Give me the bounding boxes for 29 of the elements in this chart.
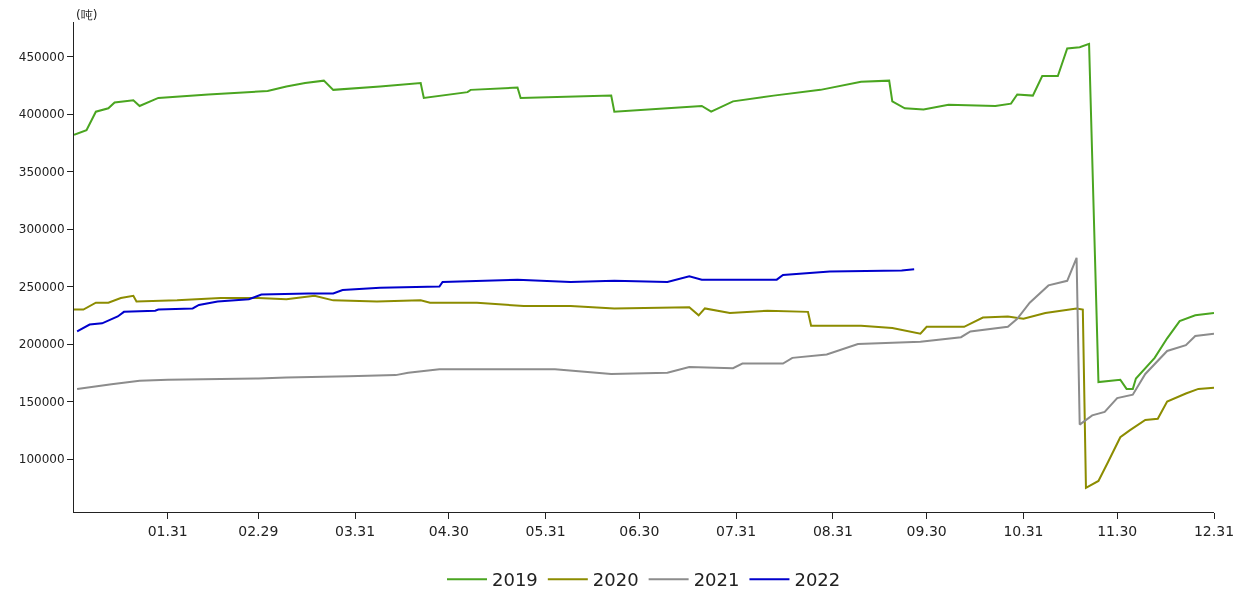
x-tick-label: 08.31	[812, 522, 854, 539]
x-tick-label: 03.31	[335, 522, 376, 539]
y-tick-label: 150000	[18, 394, 65, 409]
y-tick-label: 400000	[18, 107, 65, 122]
y-tick-label: 200000	[18, 337, 65, 352]
line-series	[74, 42, 1214, 390]
x-tick-label: 11.30	[1097, 522, 1138, 539]
y-axis-title: (吨)	[76, 8, 98, 22]
legend-label: 2020	[592, 569, 639, 591]
x-tick-label: 05.31	[525, 522, 566, 539]
x-tick-label: 10.31	[1003, 522, 1044, 539]
line-series	[76, 268, 916, 333]
x-tick-label: 09.30	[906, 522, 947, 539]
legend-label: 2022	[794, 569, 841, 591]
y-tick-label: 300000	[18, 222, 65, 237]
y-tick-label: 450000	[18, 49, 65, 64]
x-tick-label: 12.31	[1193, 522, 1235, 539]
legend-label: 2021	[693, 569, 740, 591]
x-tick-label: 02.29	[238, 522, 279, 539]
x-tick-label: 04.30	[428, 522, 469, 539]
x-tick-label: 01.31	[147, 522, 188, 539]
legend-label: 2019	[492, 569, 538, 591]
y-tick-label: 350000	[18, 164, 65, 179]
y-tick-label: 100000	[18, 452, 65, 467]
y-tick-label: 250000	[18, 279, 65, 294]
x-tick-label: 06.30	[619, 522, 660, 539]
x-tick-label: 07.31	[716, 522, 757, 539]
line-series	[74, 294, 1214, 489]
line-series	[76, 256, 1214, 426]
